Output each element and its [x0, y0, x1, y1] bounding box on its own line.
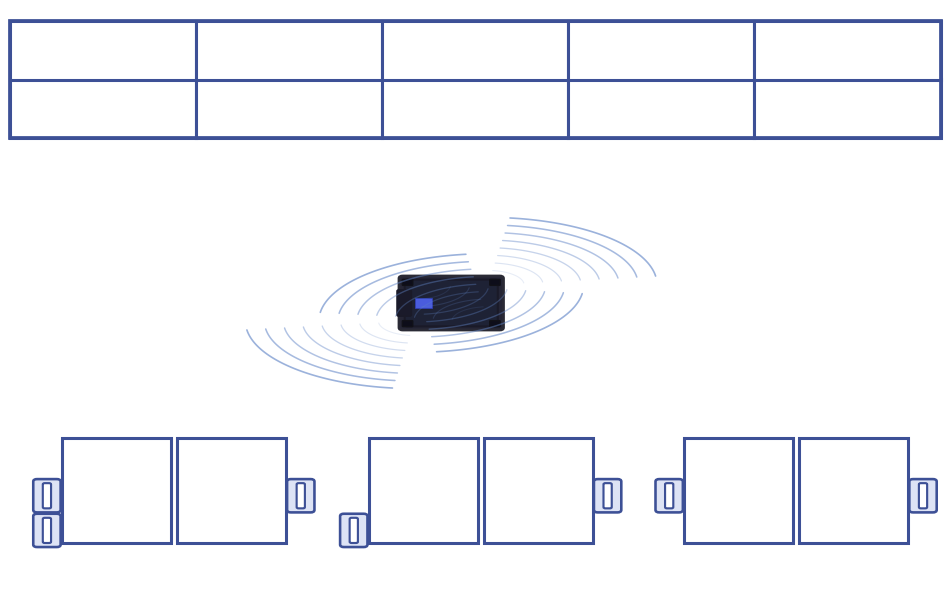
- FancyBboxPatch shape: [43, 518, 51, 543]
- Bar: [754, 21, 940, 79]
- Bar: [382, 21, 568, 79]
- FancyBboxPatch shape: [340, 514, 368, 547]
- FancyBboxPatch shape: [490, 320, 501, 326]
- Bar: [568, 79, 754, 138]
- Bar: [382, 79, 568, 138]
- Bar: [177, 438, 286, 543]
- Bar: [10, 21, 196, 79]
- FancyBboxPatch shape: [397, 290, 411, 316]
- Bar: [62, 438, 171, 543]
- Bar: [196, 79, 382, 138]
- FancyBboxPatch shape: [43, 483, 51, 508]
- FancyBboxPatch shape: [490, 280, 501, 286]
- FancyBboxPatch shape: [656, 479, 683, 512]
- Bar: [415, 298, 432, 308]
- FancyBboxPatch shape: [919, 483, 927, 508]
- Bar: [684, 438, 793, 543]
- FancyBboxPatch shape: [909, 479, 937, 512]
- Bar: [568, 21, 754, 79]
- FancyBboxPatch shape: [350, 518, 358, 543]
- Bar: [484, 438, 593, 543]
- Bar: [10, 21, 940, 138]
- FancyBboxPatch shape: [296, 483, 305, 508]
- Bar: [799, 438, 908, 543]
- FancyBboxPatch shape: [403, 320, 412, 326]
- Bar: [196, 21, 382, 79]
- FancyBboxPatch shape: [33, 514, 61, 547]
- FancyBboxPatch shape: [287, 479, 314, 512]
- FancyBboxPatch shape: [403, 280, 412, 286]
- FancyBboxPatch shape: [33, 479, 61, 512]
- Bar: [369, 438, 478, 543]
- FancyBboxPatch shape: [405, 280, 498, 326]
- Bar: [10, 79, 196, 138]
- FancyBboxPatch shape: [665, 483, 674, 508]
- FancyBboxPatch shape: [594, 479, 621, 512]
- FancyBboxPatch shape: [603, 483, 612, 508]
- FancyBboxPatch shape: [399, 276, 504, 330]
- Bar: [754, 79, 940, 138]
